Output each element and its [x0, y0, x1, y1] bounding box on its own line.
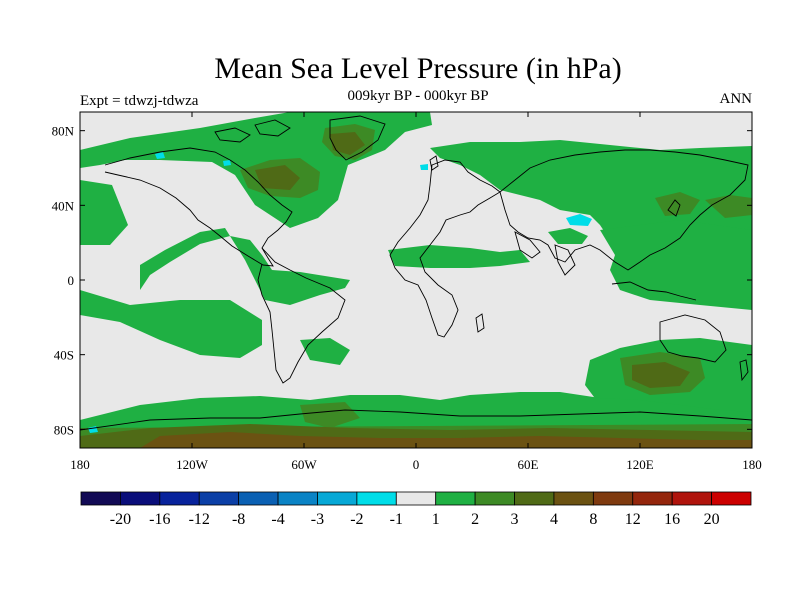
- colorbar-label: 4: [550, 511, 558, 528]
- y-tick-label: 80N: [52, 124, 75, 139]
- map-axes: 180 120W 60W 0 60E 120E 180 80N 40N 0 40S 80S: [52, 112, 762, 472]
- colorbar-label: 20: [704, 511, 720, 528]
- colorbar-swatch: [80, 491, 121, 506]
- colorbar-swatch: [277, 491, 318, 506]
- x-tick-label: 180: [742, 457, 762, 472]
- coastlines: [80, 115, 752, 431]
- x-tick-label: 60W: [291, 457, 317, 472]
- map-subtitle: 009kyr BP - 000kyr BP: [347, 88, 489, 104]
- colorbar-swatch: [356, 491, 397, 506]
- colorbar-swatch: [711, 491, 752, 506]
- colorbar-label: -20: [110, 511, 131, 528]
- colorbar-label: -2: [350, 511, 363, 528]
- colorbar-label: 3: [511, 511, 519, 528]
- map-title: Mean Sea Level Pressure (in hPa): [214, 52, 622, 85]
- colorbar-swatch: [435, 491, 476, 506]
- colorbar-label: -3: [311, 511, 324, 528]
- colorbar: -20 -16 -12 -8 -4 -3 -2 -1 1 2 3 4 8 12 16 20: [80, 491, 752, 528]
- colorbar-label: -1: [390, 511, 403, 528]
- x-tick-label: 0: [413, 457, 420, 472]
- season-label: ANN: [719, 91, 753, 107]
- colorbar-label: -4: [271, 511, 284, 528]
- colorbar-swatch: [553, 491, 594, 506]
- colorbar-label: -16: [149, 511, 170, 528]
- experiment-label: Expt = tdwzj-tdwza: [80, 93, 199, 109]
- colorbar-swatch: [514, 491, 555, 506]
- map-area: [80, 112, 752, 448]
- x-tick-label: 180: [70, 457, 90, 472]
- y-tick-label: 40N: [52, 198, 75, 213]
- colorbar-swatch: [238, 491, 279, 506]
- colorbar-label: 1: [432, 511, 440, 528]
- y-tick-label: 0: [68, 273, 75, 288]
- colorbar-swatch: [317, 491, 358, 506]
- colorbar-label: 8: [589, 511, 597, 528]
- colorbar-label: 2: [471, 511, 479, 528]
- x-tick-label: 60E: [518, 457, 539, 472]
- y-tick-label: 80S: [54, 422, 74, 437]
- colorbar-swatch: [632, 491, 673, 506]
- colorbar-swatch: [671, 491, 712, 506]
- colorbar-swatch: [120, 491, 161, 506]
- colorbar-swatch: [198, 491, 240, 506]
- colorbar-label: -12: [189, 511, 210, 528]
- anomaly-4-to-8: [140, 432, 752, 448]
- colorbar-swatch: [159, 491, 200, 506]
- colorbar-label: 12: [625, 511, 641, 528]
- colorbar-label: -8: [232, 511, 245, 528]
- colorbar-swatch: [592, 491, 634, 506]
- colorbar-swatch: [474, 491, 515, 506]
- x-tick-label: 120E: [626, 457, 654, 472]
- colorbar-swatch: [395, 491, 437, 506]
- colorbar-label: 16: [664, 511, 680, 528]
- x-tick-label: 120W: [176, 457, 209, 472]
- y-tick-label: 40S: [54, 348, 74, 363]
